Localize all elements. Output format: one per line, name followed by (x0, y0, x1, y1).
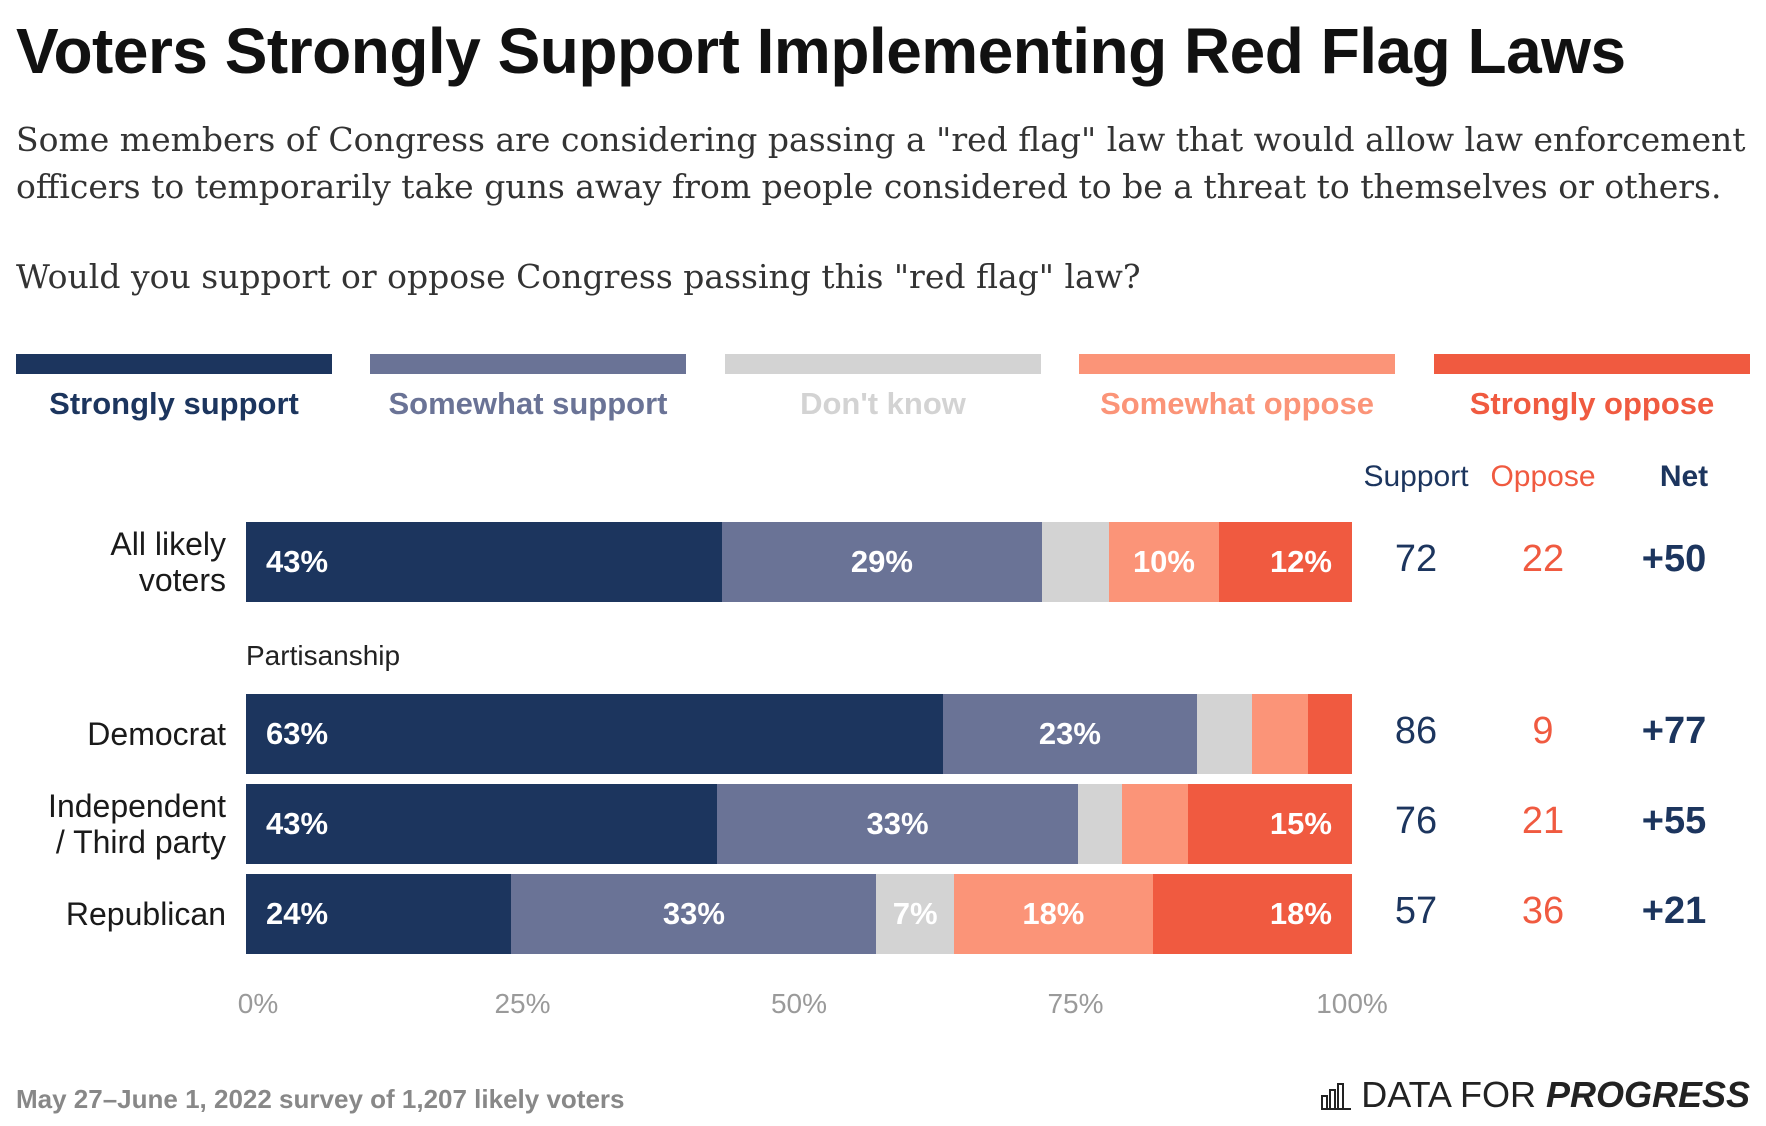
bar-segment: 24% (246, 874, 512, 954)
legend-swatch (725, 354, 1041, 374)
net-value: +21 (1641, 890, 1707, 932)
row-label: Independent / Third party (48, 788, 226, 860)
data-label: 12% (1269, 544, 1332, 579)
legend-swatch (1434, 354, 1750, 374)
partisanship-group-label: Partisanship (246, 640, 401, 671)
legend-item: Strongly support (16, 354, 332, 422)
legend-swatch (370, 354, 686, 374)
bar-segment: 10% (1108, 522, 1220, 602)
data-label: 23% (1038, 716, 1101, 751)
support-value: 76 (1394, 800, 1438, 842)
survey-question: Would you support or oppose Congress pas… (16, 257, 1141, 296)
legend-item: Strongly oppose (1434, 354, 1750, 422)
bar-segment (1042, 522, 1109, 602)
x-tick-label: 75% (1047, 988, 1104, 1019)
bar-segment: 33% (511, 874, 877, 954)
net-column-header: Net (1659, 460, 1709, 493)
data-label: 33% (662, 896, 725, 931)
bar-segment: 7% (876, 874, 954, 954)
row-label: Democrat (87, 716, 226, 752)
legend-item: Don't know (725, 354, 1041, 422)
legend-item: Somewhat oppose (1079, 354, 1395, 422)
chart-subtitle: Some members of Congress are considering… (16, 120, 1746, 206)
data-label: 24% (266, 896, 329, 931)
support-column-header: Support (1363, 460, 1469, 493)
bar-segment: 12% (1219, 522, 1352, 602)
net-value: +50 (1641, 538, 1707, 580)
logo-text-bold: PROGRESS (1545, 1074, 1750, 1115)
logo-text-regular: DATA FOR (1361, 1074, 1536, 1115)
support-value: 72 (1394, 538, 1438, 580)
bar-segment: 33% (716, 784, 1079, 864)
data-label: 43% (266, 806, 329, 841)
oppose-value: 21 (1521, 800, 1565, 842)
chart-title: Voters Strongly Support Implementing Red… (16, 15, 1626, 87)
bar-segment: 15% (1187, 784, 1352, 864)
net-value: +55 (1641, 800, 1707, 842)
data-label: 18% (1269, 896, 1332, 931)
data-label: 10% (1132, 544, 1195, 579)
x-tick-label: 50% (770, 988, 828, 1019)
x-tick-label: 25% (494, 988, 551, 1019)
bar-segment: 43% (246, 784, 717, 864)
data-label: 7% (892, 896, 938, 931)
bar-segment (1252, 694, 1308, 774)
data-label: 63% (266, 716, 329, 751)
oppose-column-header: Oppose (1490, 460, 1596, 493)
oppose-value: 36 (1521, 890, 1565, 932)
data-label: 33% (866, 806, 929, 841)
data-label: 43% (266, 544, 329, 579)
legend-label: Strongly oppose (1469, 386, 1715, 421)
support-value: 86 (1394, 710, 1438, 752)
stacked-bar: 43% 29% 10% 12% (246, 522, 1352, 602)
bar-segment (1307, 694, 1352, 774)
bar-segment: 43% (246, 522, 722, 602)
data-label: 29% (850, 544, 913, 579)
x-tick-label: 100% (1316, 988, 1388, 1019)
bar-segment: 18% (1152, 874, 1352, 954)
legend-label: Don't know (800, 386, 966, 421)
stacked-bar: 63% 23% (246, 694, 1352, 774)
net-value: +77 (1641, 710, 1707, 752)
stacked-bar: 43% 33% 15% (246, 784, 1352, 864)
data-label: 15% (1269, 806, 1332, 841)
legend-swatch (16, 354, 332, 374)
x-tick-label: 0% (237, 988, 279, 1019)
bar-segment (1197, 694, 1253, 774)
legend-swatch (1079, 354, 1395, 374)
row-label: All likely voters (110, 526, 226, 598)
bar-chart-logo-icon (1321, 1083, 1352, 1110)
data-label: 18% (1022, 896, 1085, 931)
bar-segment: 18% (953, 874, 1153, 954)
bar-segment: 23% (942, 694, 1198, 774)
oppose-value: 22 (1521, 538, 1565, 580)
support-value: 57 (1394, 890, 1438, 932)
bar-segment: 63% (246, 694, 943, 774)
bar-segment (1122, 784, 1188, 864)
oppose-value: 9 (1532, 710, 1554, 752)
data-for-progress-logo: DATA FOR PROGRESS (1321, 1074, 1750, 1116)
legend-label: Strongly support (49, 386, 299, 421)
bar-segment: 29% (721, 522, 1043, 602)
legend-label: Somewhat oppose (1100, 386, 1374, 421)
bar-segment (1078, 784, 1123, 864)
row-label: Republican (65, 896, 226, 932)
stacked-bar: 24% 33% 7% 18% 18% (246, 874, 1352, 954)
legend-label: Somewhat support (388, 386, 668, 421)
footer-source: May 27–June 1, 2022 survey of 1,207 like… (16, 1084, 625, 1114)
legend-item: Somewhat support (370, 354, 686, 422)
